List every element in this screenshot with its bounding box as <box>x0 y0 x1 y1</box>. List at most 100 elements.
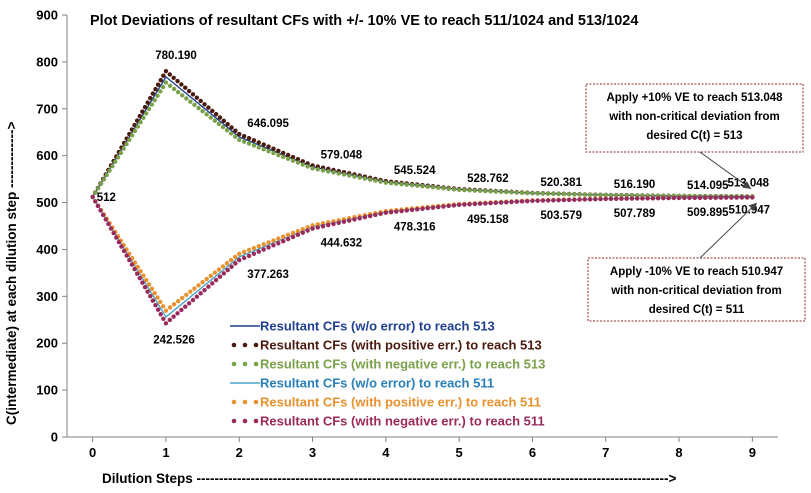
series-point <box>241 139 247 144</box>
series-point <box>671 195 677 201</box>
series-point <box>158 312 163 317</box>
series-point <box>509 190 514 195</box>
series-point <box>415 207 420 212</box>
series-point <box>127 257 132 263</box>
series-point <box>472 188 478 193</box>
series-point <box>141 115 146 120</box>
series-point <box>121 146 126 151</box>
series-point <box>237 257 242 263</box>
series-point <box>383 210 389 215</box>
series-point <box>650 196 656 201</box>
series-point <box>276 236 281 241</box>
series-point <box>221 271 227 276</box>
series-point <box>577 197 582 202</box>
y-tick-label: 200 <box>36 336 58 351</box>
series-point <box>167 83 173 88</box>
series-point <box>140 109 145 114</box>
series-point <box>171 302 177 307</box>
series-point <box>320 224 326 229</box>
series-point <box>212 270 218 275</box>
series-point <box>107 168 112 173</box>
series-point <box>624 196 629 201</box>
series-point <box>144 111 149 116</box>
series-point <box>148 95 153 101</box>
series-point <box>430 205 436 210</box>
series-point <box>734 195 739 200</box>
series-point <box>202 102 207 107</box>
x-tick-label: 3 <box>309 445 316 460</box>
series-point <box>514 190 519 195</box>
series-point <box>261 242 266 247</box>
series-point <box>256 249 261 254</box>
series-point <box>196 283 201 288</box>
x-tick-label: 2 <box>236 445 243 460</box>
series-point <box>305 225 310 230</box>
x-axis-label: Dilution Steps -------------------------… <box>102 471 677 486</box>
series-point <box>140 280 145 285</box>
series-point <box>142 104 148 110</box>
series-point <box>129 262 135 267</box>
series-point <box>163 68 169 74</box>
series-point <box>217 274 223 279</box>
series-point <box>305 161 310 166</box>
legend-entry: Resultant CFs (with positive err.) to re… <box>231 338 542 353</box>
series-point <box>171 314 176 319</box>
series-point <box>163 80 169 85</box>
x-tick-label: 4 <box>382 445 390 460</box>
series-point <box>188 289 193 294</box>
series-point <box>634 196 640 201</box>
series-point <box>206 284 211 289</box>
series-point <box>232 254 238 260</box>
callout-arrow <box>699 151 752 190</box>
x-tick-label: 9 <box>749 445 756 460</box>
data-label: 646.095 <box>247 118 289 130</box>
series-point <box>394 209 399 214</box>
series-point <box>276 152 281 158</box>
series-point <box>603 196 608 202</box>
series-point <box>160 84 166 90</box>
series-point <box>103 217 108 222</box>
series-point <box>341 172 347 177</box>
series-point <box>420 184 425 189</box>
series-point <box>661 195 666 201</box>
series-point <box>619 196 624 201</box>
series-point <box>420 206 425 211</box>
series-point <box>300 162 305 167</box>
series-point <box>525 198 530 204</box>
series-point <box>129 133 135 138</box>
series-point <box>246 253 252 259</box>
series-point <box>261 147 266 152</box>
series-point <box>587 192 593 197</box>
series-point <box>161 73 166 78</box>
series-point <box>224 128 230 133</box>
series-point <box>347 218 352 223</box>
series-point <box>519 190 525 196</box>
series-point <box>540 198 546 203</box>
legend-swatch <box>231 399 237 405</box>
series-point <box>152 290 157 296</box>
series-point <box>378 179 383 184</box>
series-point <box>655 196 661 201</box>
series-point <box>572 192 577 197</box>
series-point <box>352 174 357 179</box>
series-point <box>509 199 514 205</box>
series-point <box>208 115 213 120</box>
series-point <box>577 192 582 197</box>
series-point <box>200 280 205 285</box>
series-point <box>290 158 296 163</box>
series-point <box>138 119 143 125</box>
legend-swatch <box>253 361 259 367</box>
series-point <box>152 98 157 103</box>
series-point <box>708 195 713 200</box>
series-point <box>320 168 326 173</box>
x-tick-label: 8 <box>675 445 682 460</box>
y-tick-label: 300 <box>36 289 58 304</box>
series-point <box>135 124 140 129</box>
series-point <box>614 196 619 201</box>
series-point <box>682 195 687 201</box>
series-point <box>132 266 137 272</box>
series-point <box>179 82 184 87</box>
series-point <box>276 148 281 154</box>
series-point <box>285 236 291 242</box>
series-point <box>271 150 276 156</box>
